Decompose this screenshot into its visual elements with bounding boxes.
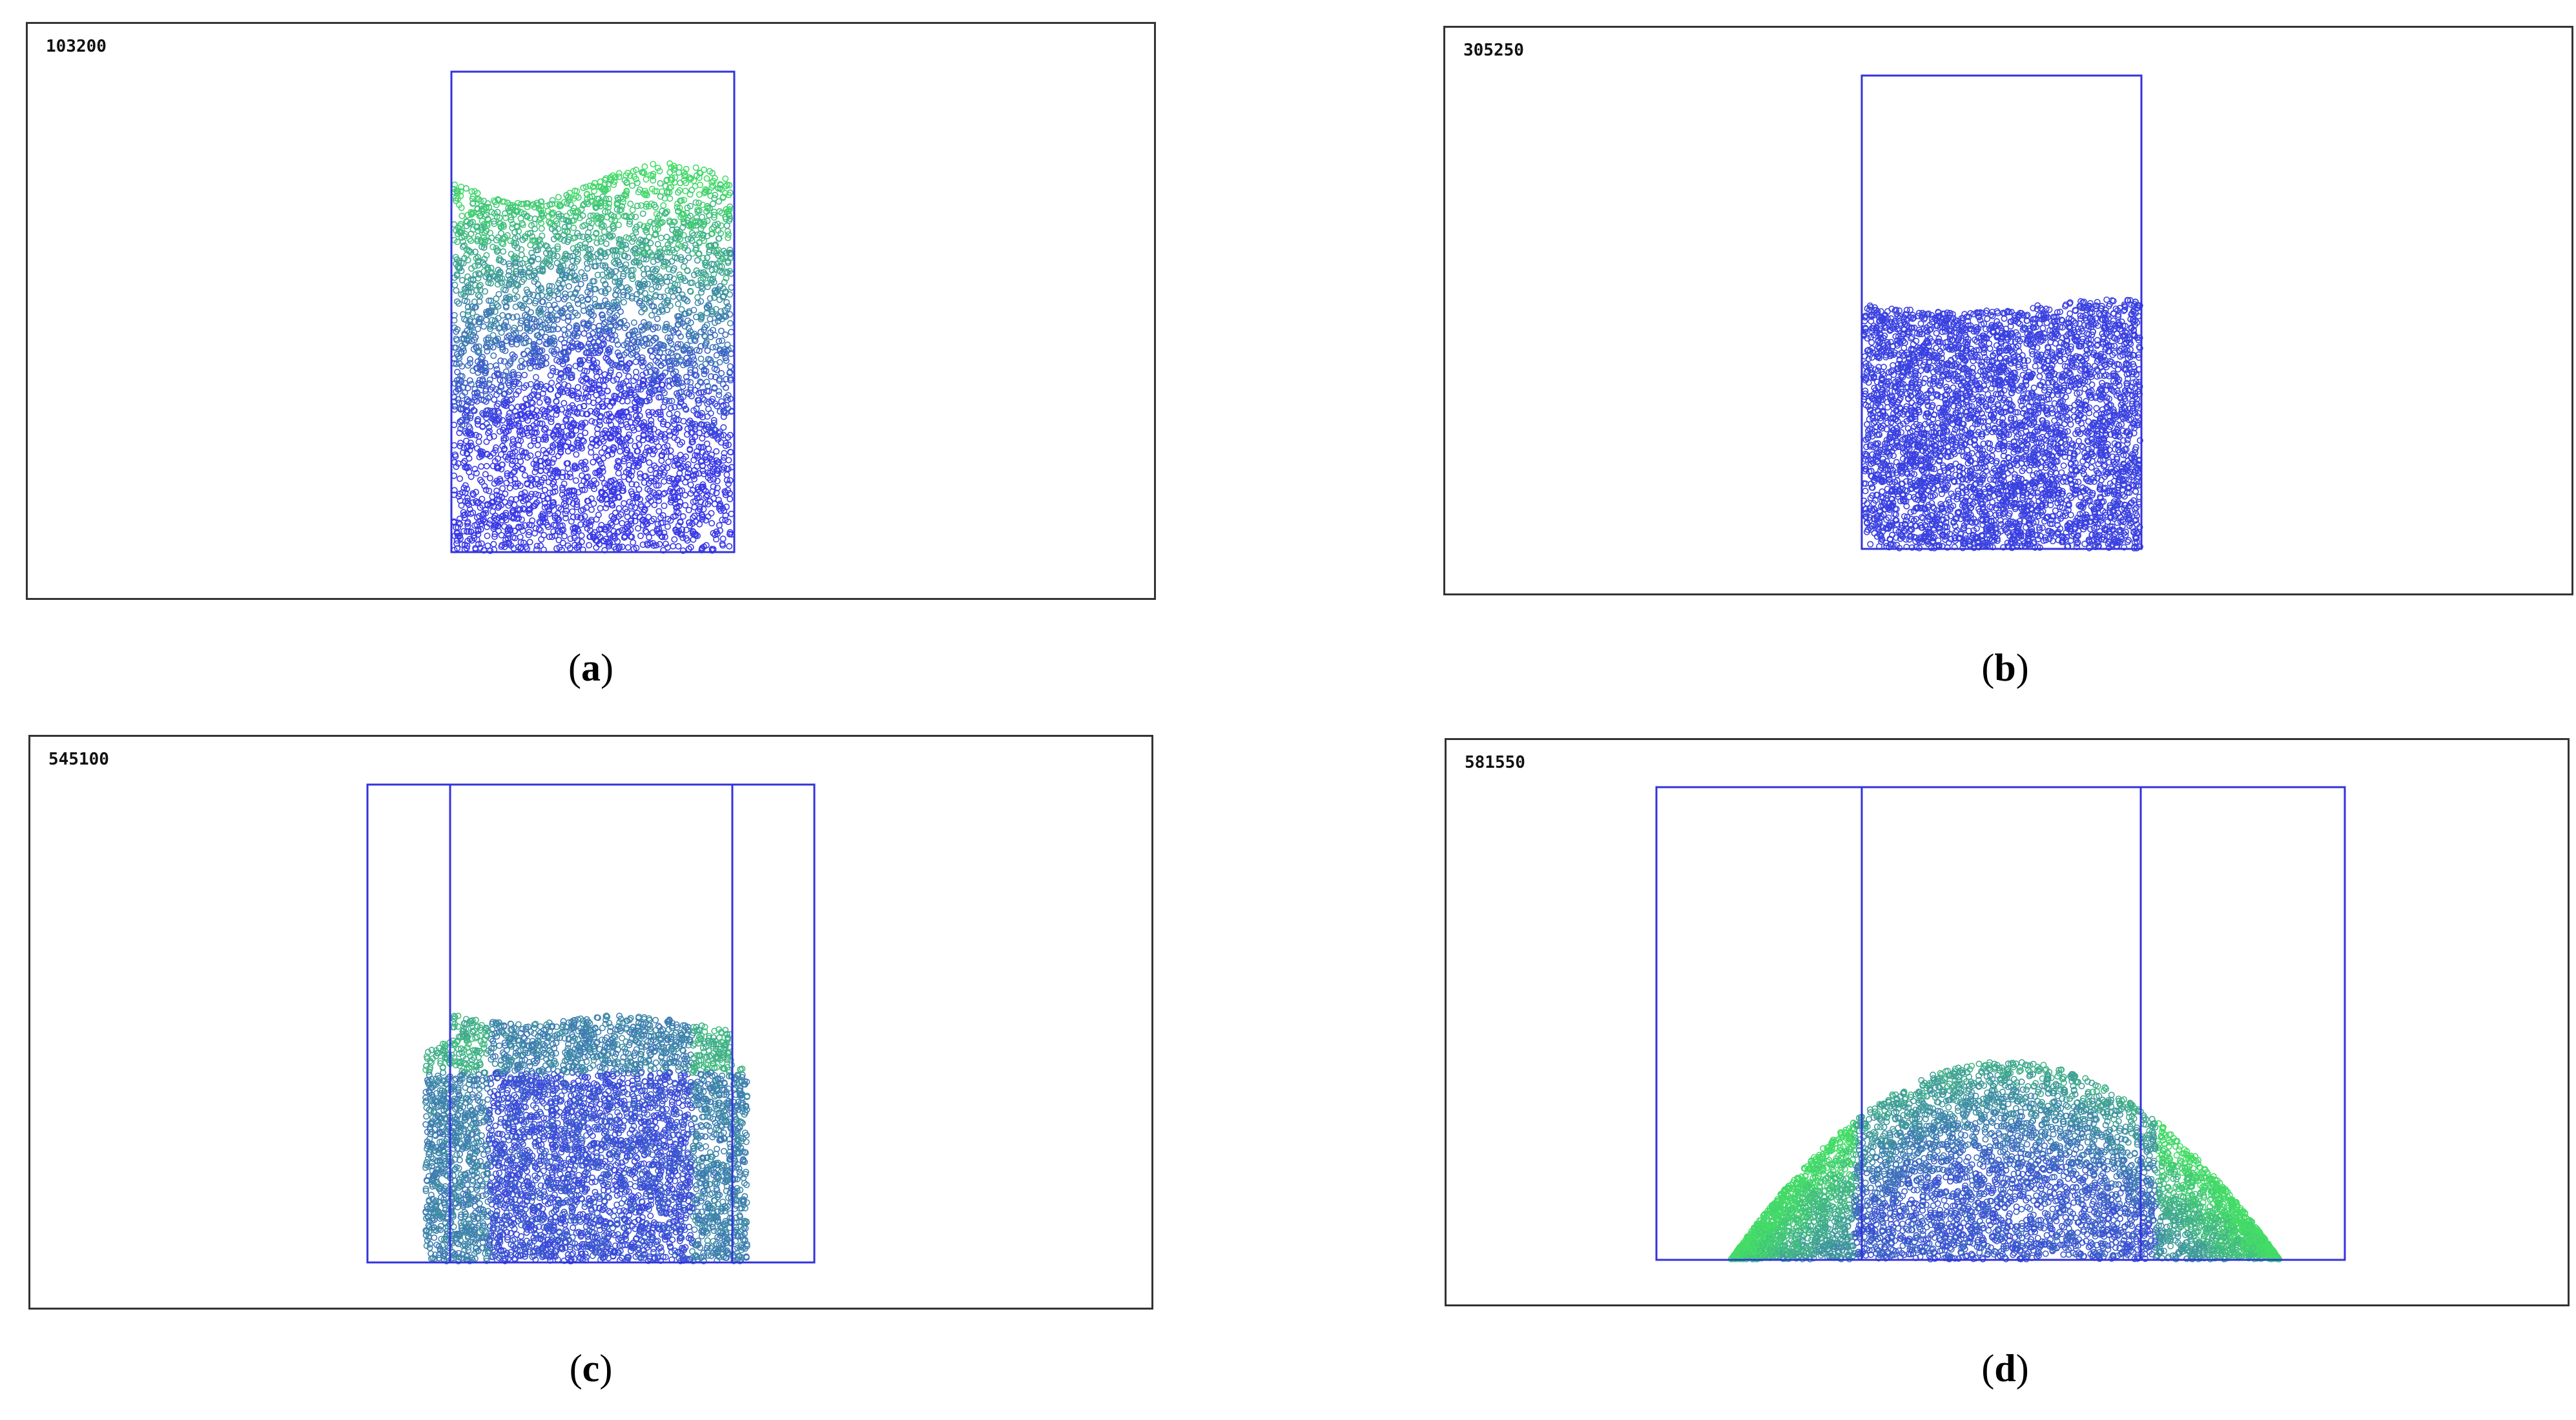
panel-a: 103200 [26,22,1156,600]
panel-c: 545100 [28,735,1153,1310]
container-inner-b [1860,74,2143,550]
particles-d [1727,1059,2283,1262]
container-outer-c [366,783,816,1264]
particles-b [1860,296,2144,551]
caption-d: (d) [1981,1347,2029,1390]
simulation-a [450,70,736,554]
particles-c [422,1013,750,1264]
step-label-a: 103200 [46,37,107,56]
panel-b: 305250 [1443,26,2573,595]
step-label-b: 305250 [1463,41,1524,60]
simulation-c [366,783,816,1264]
caption-b: (b) [1981,646,2029,689]
caption-c: (c) [569,1347,613,1390]
container-inner-a [450,70,736,553]
caption-a: (a) [568,646,613,689]
simulation-b [1860,74,2144,551]
simulation-d [1655,786,2346,1262]
panel-d: 581550 [1445,738,2570,1306]
step-label-c: 545100 [48,750,109,769]
step-label-d: 581550 [1465,753,1525,772]
particles-a [450,160,735,554]
container-outer-d [1655,786,2346,1261]
